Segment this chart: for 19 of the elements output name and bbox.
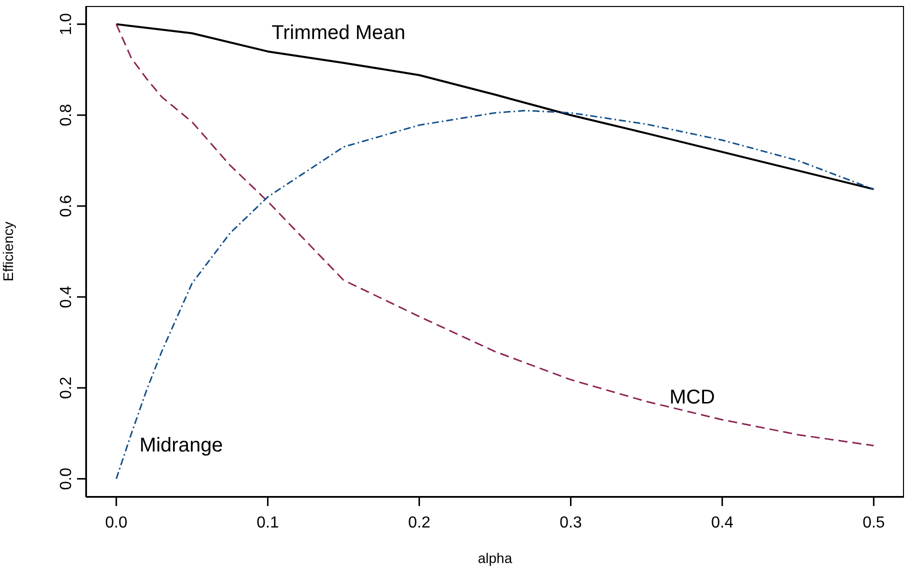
x-axis-title: alpha (478, 550, 512, 566)
line-series (115, 23, 875, 190)
y-tick-label: 0.6 (58, 194, 75, 218)
y-tick-label: 0.4 (58, 286, 75, 308)
series-label: Midrange (139, 434, 223, 456)
series-label: MCD (669, 386, 715, 409)
series-label: Trimmed Mean (272, 22, 406, 44)
x-tick-label: 0.0 (105, 514, 128, 532)
y-tick-label: 0.8 (58, 104, 75, 126)
x-tick-label: 0.5 (862, 514, 885, 532)
x-tick-label: 0.1 (256, 514, 279, 532)
y-tick-label: 0.0 (58, 468, 75, 490)
y-tick-label: 0.2 (58, 376, 75, 400)
x-tick-label: 0.2 (408, 514, 430, 532)
x-tick-label: 0.4 (711, 514, 734, 532)
line-series (116, 110, 874, 480)
x-tick-label: 0.3 (560, 514, 582, 532)
y-tick-label: 1.0 (58, 12, 75, 36)
y-axis-title: Efficiency (0, 222, 16, 282)
